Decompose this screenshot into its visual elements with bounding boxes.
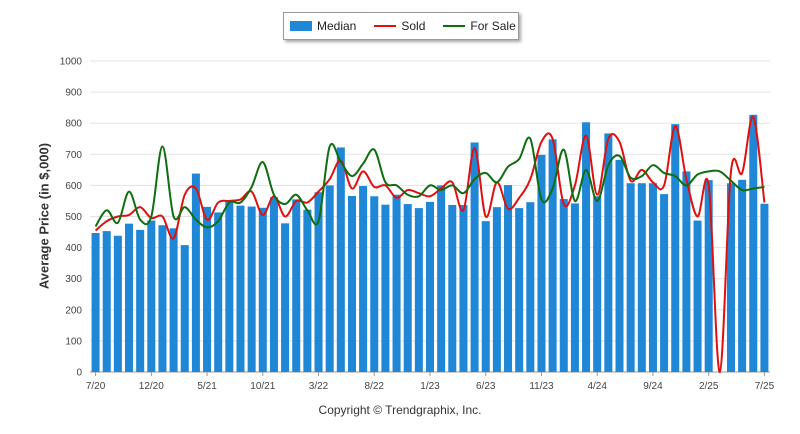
median-bar — [403, 204, 412, 372]
median-bar — [225, 200, 234, 372]
median-bar — [637, 183, 646, 372]
median-bar — [214, 212, 223, 372]
median-bar — [738, 179, 747, 372]
y-tick-label: 800 — [65, 119, 82, 130]
median-bar — [113, 235, 122, 372]
median-bar — [303, 209, 312, 372]
legend-label-median: Median — [317, 19, 357, 33]
legend-swatch-median — [290, 21, 312, 31]
median-bar — [526, 202, 535, 372]
y-tick-label: 1000 — [60, 57, 83, 68]
x-tick-label: 5/21 — [197, 381, 217, 392]
median-bar — [648, 183, 657, 372]
median-bar — [492, 207, 501, 372]
median-bar — [314, 192, 323, 372]
median-bar — [504, 185, 513, 372]
median-bar — [481, 221, 490, 372]
median-bar — [370, 196, 379, 372]
sold-line — [94, 115, 766, 374]
median-bar — [615, 159, 624, 372]
median-bar — [91, 232, 100, 372]
x-tick-label: 6/23 — [476, 381, 496, 392]
x-tick-label: 3/22 — [309, 381, 329, 392]
median-bar — [336, 147, 345, 372]
x-tick-label: 7/20 — [86, 381, 106, 392]
median-bar — [247, 206, 256, 372]
median-bar — [203, 206, 212, 372]
y-tick-label: 700 — [65, 150, 82, 161]
median-bar — [180, 245, 189, 372]
median-bar — [760, 203, 769, 372]
x-tick-label: 10/21 — [250, 381, 275, 392]
median-bar — [593, 196, 602, 372]
median-bar — [325, 185, 334, 372]
legend-swatch-for-sale — [443, 25, 466, 27]
y-tick-label: 900 — [65, 88, 82, 99]
x-tick-label: 9/24 — [643, 381, 663, 392]
y-tick-label: 0 — [76, 368, 82, 379]
legend-item-median[interactable]: Median — [290, 19, 356, 33]
y-tick-label: 500 — [65, 212, 82, 223]
x-tick-label: 7/25 — [755, 381, 775, 392]
y-tick-label: 200 — [65, 305, 82, 316]
x-tick-label: 1/23 — [420, 381, 440, 392]
median-bar — [437, 185, 446, 372]
median-bar — [347, 195, 356, 372]
median-bar — [515, 208, 524, 372]
median-bar — [191, 173, 200, 372]
copyright-text: Copyright © Trendgraphix, Inc. — [318, 403, 482, 417]
median-bar — [604, 133, 613, 372]
median-bar — [236, 205, 245, 372]
y-tick-label: 300 — [65, 274, 82, 285]
median-bar — [726, 183, 735, 372]
x-tick-label: 4/24 — [587, 381, 607, 392]
median-bar — [470, 142, 479, 372]
median-bar — [537, 154, 546, 372]
x-tick-label: 8/22 — [365, 381, 385, 392]
median-bar — [459, 204, 468, 372]
median-bar — [147, 220, 156, 372]
chart-legend: Median Sold For Sale — [283, 12, 519, 40]
median-bar — [660, 194, 669, 372]
for-sale-line — [94, 136, 765, 229]
median-bar — [169, 228, 178, 372]
median-bar — [704, 180, 713, 372]
legend-swatch-sold — [374, 25, 397, 27]
median-bar — [570, 203, 579, 372]
median-bar — [749, 114, 758, 372]
median-bar — [425, 201, 435, 372]
median-bar — [693, 220, 702, 372]
median-bar — [158, 225, 167, 372]
x-tick-label: 12/20 — [139, 381, 164, 392]
median-bar — [448, 204, 457, 372]
median-bar — [548, 139, 557, 372]
median-bar — [359, 186, 368, 372]
median-bar — [582, 122, 591, 372]
legend-label-sold: Sold — [401, 19, 426, 33]
median-bar — [258, 207, 267, 372]
median-bar — [626, 183, 635, 372]
legend-item-for-sale[interactable]: For Sale — [443, 19, 516, 33]
median-bar — [381, 204, 390, 372]
x-tick-label: 2/25 — [699, 381, 719, 392]
x-tick-label: 11/23 — [529, 381, 554, 392]
legend-item-sold[interactable]: Sold — [374, 19, 425, 33]
median-bar — [682, 171, 691, 372]
median-bar — [136, 229, 145, 372]
median-bar — [292, 199, 301, 372]
y-tick-label: 600 — [65, 181, 82, 192]
median-bar — [671, 124, 680, 373]
median-bar — [125, 223, 134, 372]
legend-label-for-sale: For Sale — [470, 19, 516, 33]
median-bar — [269, 197, 278, 372]
median-bar — [559, 199, 568, 372]
y-tick-label: 400 — [65, 243, 82, 254]
median-bar — [281, 223, 290, 372]
y-tick-label: 100 — [65, 336, 82, 347]
median-bar — [102, 231, 111, 372]
median-bar — [414, 208, 423, 372]
median-bar — [392, 194, 401, 372]
